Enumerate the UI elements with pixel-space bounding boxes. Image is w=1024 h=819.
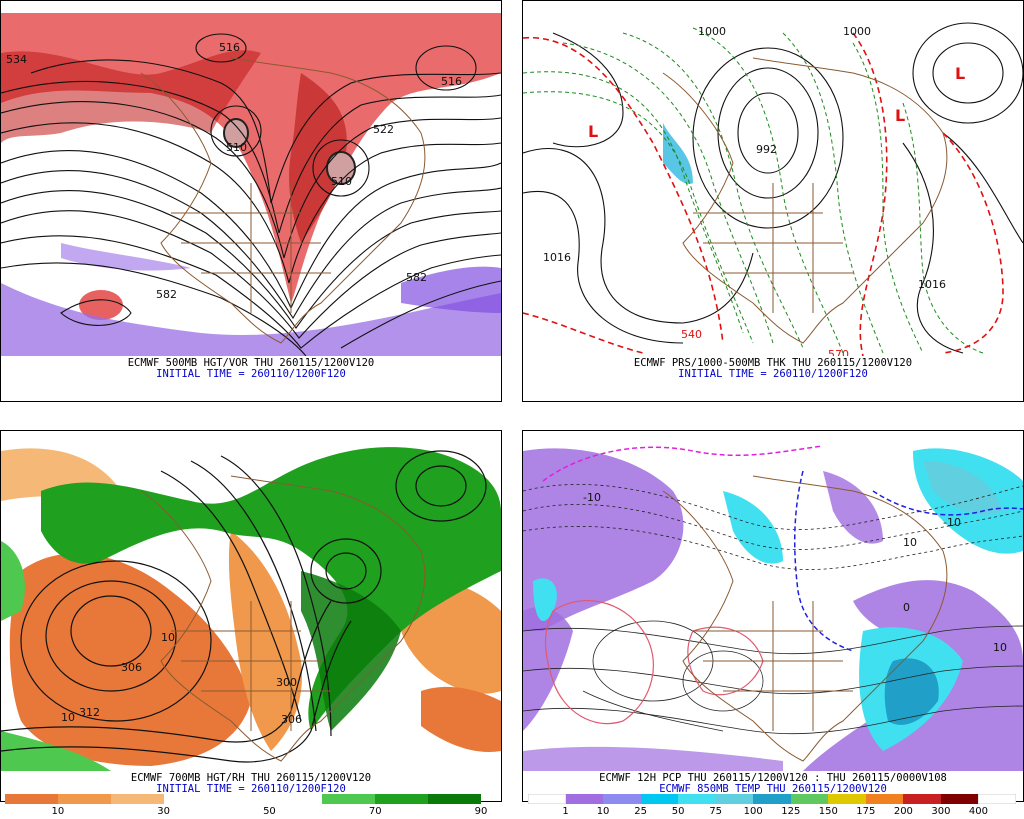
colorbar-segment <box>57 794 111 804</box>
map-precip-temp: 10 -10 -10 0 10 <box>523 431 1023 771</box>
contour-label: 510 <box>226 141 247 154</box>
low-pressure-marker: L <box>588 122 598 141</box>
colorbar-segment <box>110 794 164 804</box>
colorbar-label: 70 <box>368 806 382 817</box>
contour-label: 10 <box>61 711 75 724</box>
colorbar-segment <box>790 794 829 804</box>
panel-init-time: ECMWF 850MB TEMP THU 260115/1200V120 <box>659 783 887 795</box>
colorbar-segment <box>640 794 679 804</box>
colorbar-label: 300 <box>931 806 951 817</box>
contour-label: 10 <box>903 536 917 549</box>
panel-title: ECMWF 700MB HGT/RH THU 260115/1200V120 <box>130 772 372 784</box>
contour-label: 534 <box>6 53 27 66</box>
colorbar-segment <box>528 794 566 804</box>
colorbar-segment <box>5 794 58 804</box>
contour-label: 1000 <box>843 25 871 38</box>
colorbar-segment <box>978 794 1016 804</box>
contour-label: 10 <box>161 631 175 644</box>
rh-colorbar-labels: 10 30 50 70 90 <box>5 806 488 818</box>
rh-colorbar <box>5 794 481 804</box>
colorbar-segment <box>753 794 791 804</box>
contour-label: -10 <box>583 491 601 504</box>
colorbar-label: 25 <box>634 806 647 817</box>
colorbar-segment <box>903 794 941 804</box>
colorbar-segment <box>428 794 481 804</box>
colorbar-label: 100 <box>743 806 763 817</box>
contour-label: 510 <box>331 175 352 188</box>
colorbar-label: 150 <box>818 806 838 817</box>
contour-label: 540 <box>681 328 702 341</box>
panel-init-time: INITIAL TIME = 260110/1200F120 <box>156 783 346 795</box>
panel-700mb-height-rh: 312 306 306 300 10 10 ECMWF 700MB HGT/RH… <box>0 430 502 802</box>
contour-label: 582 <box>406 271 427 284</box>
colorbar-segment <box>865 794 904 804</box>
contour-label: 1016 <box>543 251 571 264</box>
colorbar-segment <box>828 794 866 804</box>
colorbar-segment <box>269 794 323 804</box>
colorbar-label: 125 <box>781 806 801 817</box>
low-pressure-marker: L <box>955 64 965 83</box>
precip-colorbar <box>528 794 1016 804</box>
colorbar-label: 75 <box>709 806 723 817</box>
colorbar-label: 50 <box>263 806 276 817</box>
colorbar-label: 400 <box>968 806 988 817</box>
contour-label: 306 <box>281 713 302 726</box>
contour-label: 992 <box>756 143 777 156</box>
contour-label: 300 <box>276 676 297 689</box>
colorbar-label: 10 <box>596 806 610 817</box>
panel-precip-850mb-temp: 10 -10 -10 0 10 ECMWF 12H PCP THU 260115… <box>522 430 1024 802</box>
colorbar-segment <box>375 794 428 804</box>
colorbar-label: 30 <box>157 806 171 817</box>
colorbar-label: 200 <box>893 806 913 817</box>
colorbar-segment <box>163 794 217 804</box>
colorbar-label: 90 <box>474 806 488 817</box>
contour-label: 1016 <box>918 278 946 291</box>
panel-title: ECMWF PRS/1000-500MB THK THU 260115/1200… <box>633 357 913 369</box>
colorbar-segment <box>322 794 376 804</box>
colorbar-segment <box>603 794 641 804</box>
colorbar-segment <box>940 794 979 804</box>
colorbar-label: 50 <box>671 806 685 817</box>
panel-pressure-thickness: 1016 1016 1000 992 1000 540 570 L L L EC… <box>522 0 1024 402</box>
colorbar-segment <box>565 794 604 804</box>
precip-colorbar-labels: 1 10 25 50 75 100 125 150 175 200 300 400 <box>528 806 1016 818</box>
map-pressure-thickness: 1016 1016 1000 992 1000 540 570 L L L <box>523 13 1023 356</box>
contour-label: -10 <box>943 516 961 529</box>
panel-init-time: INITIAL TIME = 260110/1200F120 <box>156 368 346 380</box>
colorbar-segment <box>715 794 754 804</box>
panel-init-time: INITIAL TIME = 260110/1200F120 <box>678 368 868 380</box>
contour-label: 516 <box>219 41 240 54</box>
contour-label: 306 <box>121 661 142 674</box>
contour-label: 312 <box>79 706 100 719</box>
contour-label: 1000 <box>698 25 726 38</box>
panel-500mb-height-vorticity: 534 582 582 516 516 522 510 510 ECMWF 50… <box>0 0 502 402</box>
colorbar-label: 1 <box>562 806 569 817</box>
panel-title: ECMWF 500MB HGT/VOR THU 260115/1200V120 <box>127 357 375 369</box>
colorbar-segment <box>216 794 270 804</box>
contour-label: 516 <box>441 75 462 88</box>
contour-label: 10 <box>993 641 1007 654</box>
colorbar-label: 10 <box>51 806 65 817</box>
contour-label: 570 <box>828 348 849 356</box>
map-700mb: 312 306 306 300 10 10 <box>1 431 501 771</box>
contour-label: 0 <box>903 601 910 614</box>
colorbar-label: 175 <box>856 806 876 817</box>
contour-label: 522 <box>373 123 394 136</box>
panel-title: ECMWF 12H PCP THU 260115/1200V120 : THU … <box>599 772 947 784</box>
map-500mb: 534 582 582 516 516 522 510 510 <box>1 13 501 356</box>
contour-label: 582 <box>156 288 177 301</box>
low-pressure-marker: L <box>895 106 905 125</box>
colorbar-segment <box>678 794 716 804</box>
